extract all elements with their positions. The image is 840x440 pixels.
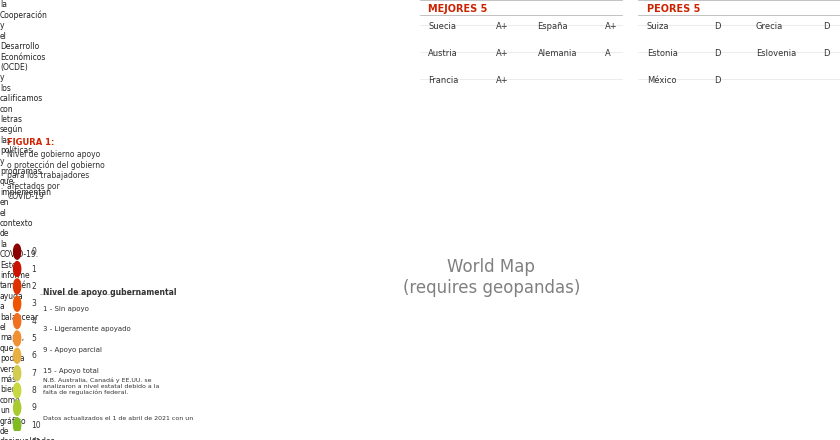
Text: PEORES 5: PEORES 5 (647, 4, 701, 14)
Text: 2: 2 (31, 282, 36, 291)
Text: A+: A+ (496, 49, 508, 58)
Text: 9: 9 (31, 403, 36, 412)
Text: 11: 11 (31, 438, 41, 440)
Text: D: D (823, 49, 830, 58)
Text: D: D (714, 49, 721, 58)
Text: A: A (605, 49, 611, 58)
Text: World Map
(requires geopandas): World Map (requires geopandas) (402, 258, 580, 297)
Text: 1: 1 (31, 264, 36, 274)
Circle shape (13, 296, 21, 311)
Text: 6: 6 (31, 351, 36, 360)
Text: N.B. Australia, Canadá y EE.UU. se
analizaron a nivel estatal debido a la
falta : N.B. Australia, Canadá y EE.UU. se anali… (43, 378, 160, 395)
Text: 4: 4 (31, 317, 36, 326)
Circle shape (13, 400, 21, 415)
Circle shape (13, 331, 21, 346)
Text: 1 - Sin apoyo: 1 - Sin apoyo (43, 305, 89, 312)
Circle shape (13, 435, 21, 440)
Text: 3: 3 (31, 299, 36, 308)
Text: la Cooperación y el Desarrollo Económicos (OCDE) y los calificamos con letras se: la Cooperación y el Desarrollo Económico… (0, 0, 55, 440)
Text: D: D (714, 77, 721, 85)
Circle shape (13, 366, 21, 381)
Circle shape (13, 314, 21, 329)
Text: D: D (823, 22, 830, 31)
Text: Austria: Austria (428, 49, 458, 58)
Circle shape (13, 348, 21, 363)
Text: Datos actualizados el 1 de abril de 2021 con un: Datos actualizados el 1 de abril de 2021… (43, 416, 193, 421)
Text: Suecia: Suecia (428, 22, 456, 31)
Text: México: México (647, 77, 676, 85)
Circle shape (13, 279, 21, 294)
Text: A+: A+ (605, 22, 617, 31)
Text: Francia: Francia (428, 77, 459, 85)
Text: Suiza: Suiza (647, 22, 669, 31)
Text: Estonia: Estonia (647, 49, 678, 58)
Text: Eslovenia: Eslovenia (756, 49, 796, 58)
Text: 8: 8 (31, 386, 36, 395)
Text: 7: 7 (31, 369, 36, 378)
Text: Alemania: Alemania (538, 49, 577, 58)
Circle shape (13, 244, 21, 259)
Text: MEJORES 5: MEJORES 5 (428, 4, 488, 14)
Text: 0: 0 (31, 247, 36, 256)
Text: FIGURA 1:: FIGURA 1: (7, 138, 55, 147)
Text: Grecia: Grecia (756, 22, 783, 31)
Text: A+: A+ (496, 77, 508, 85)
Circle shape (13, 261, 21, 276)
Text: 10: 10 (31, 421, 41, 430)
Text: D: D (714, 22, 721, 31)
Text: 3 - Ligeramente apoyado: 3 - Ligeramente apoyado (43, 326, 130, 333)
Text: Nivel de apoyo gubernamental: Nivel de apoyo gubernamental (43, 288, 176, 297)
Text: 9 - Apoyo parcial: 9 - Apoyo parcial (43, 348, 102, 353)
Text: A+: A+ (496, 22, 508, 31)
Text: 15 - Apoyo total: 15 - Apoyo total (43, 368, 99, 374)
Text: Nivel de gobierno apoyo
o protección del gobierno
para los trabajadores
afectado: Nivel de gobierno apoyo o protección del… (7, 150, 105, 201)
Circle shape (13, 418, 21, 433)
Text: España: España (538, 22, 568, 31)
Text: 5: 5 (31, 334, 36, 343)
Circle shape (13, 383, 21, 398)
